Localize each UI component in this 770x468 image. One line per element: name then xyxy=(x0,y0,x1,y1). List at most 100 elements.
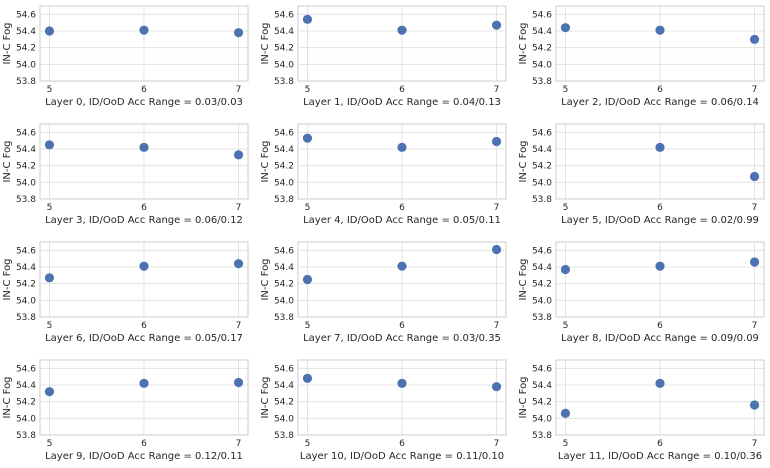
plot-frame xyxy=(555,5,765,82)
y-tick-label: 54.4 xyxy=(274,145,294,155)
y-tick-label: 53.8 xyxy=(532,313,552,323)
y-tick-label: 54.2 xyxy=(16,398,36,408)
data-point xyxy=(397,261,407,271)
data-point xyxy=(302,274,313,285)
data-point xyxy=(655,261,665,271)
y-axis-label: IN-C Fog xyxy=(518,258,529,300)
x-tick-label: 7 xyxy=(236,321,242,331)
x-tick-label: 7 xyxy=(494,439,500,449)
data-point xyxy=(139,378,149,388)
plot-frame xyxy=(39,123,249,200)
x-tick-label: 6 xyxy=(657,85,663,95)
y-tick-label: 54.6 xyxy=(274,10,294,20)
x-tick-label: 5 xyxy=(563,203,569,213)
y-axis-label: IN-C Fog xyxy=(2,22,13,64)
subplot-layer-11: 53.8 54.0 54.2 54.4 54.6 5 6 7 IN-C Fog Layer 11,… xyxy=(518,359,765,462)
y-tick-label: 54.0 xyxy=(274,60,294,70)
x-tick-label: 5 xyxy=(47,439,53,449)
x-tick-label: 6 xyxy=(141,203,147,213)
x-axis-label: Layer 8, ID/OoD Acc Range = 0.09/0.09 xyxy=(561,333,759,344)
x-axis-label: Layer 6, ID/OoD Acc Range = 0.05/0.17 xyxy=(45,333,243,344)
x-tick-label: 7 xyxy=(494,203,500,213)
x-tick-label: 6 xyxy=(141,321,147,331)
y-tick-label: 54.2 xyxy=(532,280,552,290)
y-tick-label: 54.6 xyxy=(274,364,294,374)
x-axis-label: Layer 1, ID/OoD Acc Range = 0.04/0.13 xyxy=(303,97,501,108)
plot-frame xyxy=(555,123,765,200)
y-tick-label: 54.0 xyxy=(274,296,294,306)
plot-frame xyxy=(39,5,249,82)
data-point xyxy=(44,140,55,150)
y-tick-label: 54.0 xyxy=(274,414,294,424)
y-tick-label: 54.6 xyxy=(16,364,36,374)
data-point xyxy=(233,28,244,38)
x-tick-label: 5 xyxy=(305,321,311,331)
x-axis-label: Layer 9, ID/OoD Acc Range = 0.12/0.11 xyxy=(45,451,243,462)
plot-frame xyxy=(39,241,249,318)
y-tick-label: 54.6 xyxy=(532,128,552,138)
x-tick-label: 6 xyxy=(399,85,405,95)
x-tick-label: 6 xyxy=(141,439,147,449)
y-axis-label: IN-C Fog xyxy=(260,140,271,182)
data-point xyxy=(655,25,665,35)
data-point xyxy=(749,34,760,44)
y-tick-label: 54.4 xyxy=(532,145,552,155)
y-axis-label: IN-C Fog xyxy=(2,140,13,182)
y-tick-label: 53.8 xyxy=(16,313,36,323)
y-tick-label: 54.0 xyxy=(16,296,36,306)
y-tick-label: 54.0 xyxy=(16,414,36,424)
y-tick-label: 54.2 xyxy=(274,398,294,408)
data-point xyxy=(233,259,244,269)
y-tick-label: 53.8 xyxy=(532,77,552,87)
data-point xyxy=(749,257,760,267)
y-tick-label: 54.6 xyxy=(532,246,552,256)
data-point xyxy=(560,23,571,33)
plot-frame xyxy=(297,5,507,82)
subplot-layer-6: 53.8 54.0 54.2 54.4 54.6 5 6 7 IN-C Fog Layer 6, … xyxy=(2,241,249,344)
y-axis-label: IN-C Fog xyxy=(518,376,529,418)
x-axis-label: Layer 4, ID/OoD Acc Range = 0.05/0.11 xyxy=(303,215,501,226)
subplot-layer-9: 53.8 54.0 54.2 54.4 54.6 5 6 7 IN-C Fog Layer 9, … xyxy=(2,359,249,462)
y-tick-label: 53.8 xyxy=(274,313,294,323)
y-tick-label: 53.8 xyxy=(532,195,552,205)
data-point xyxy=(491,136,502,147)
x-tick-label: 6 xyxy=(657,439,663,449)
data-point xyxy=(302,133,313,143)
y-tick-label: 54.4 xyxy=(274,381,294,391)
data-point xyxy=(233,150,244,160)
x-axis-label: Layer 11, ID/OoD Acc Range = 0.10/0.36 xyxy=(558,451,762,462)
subplot-layer-1: 53.8 54.0 54.2 54.4 54.6 5 6 7 IN-C Fog Layer 1, … xyxy=(260,5,507,108)
y-tick-label: 53.8 xyxy=(274,77,294,87)
data-point xyxy=(560,408,571,418)
y-tick-label: 54.4 xyxy=(532,381,552,391)
plot-frame xyxy=(297,241,507,318)
x-tick-label: 7 xyxy=(236,439,242,449)
x-tick-label: 7 xyxy=(236,203,242,213)
y-tick-label: 54.6 xyxy=(532,364,552,374)
y-axis-label: IN-C Fog xyxy=(2,258,13,300)
y-tick-label: 54.2 xyxy=(532,162,552,172)
y-tick-label: 54.0 xyxy=(16,178,36,188)
x-tick-label: 5 xyxy=(47,85,53,95)
data-point xyxy=(655,142,665,152)
x-axis-label: Layer 7, ID/OoD Acc Range = 0.03/0.35 xyxy=(303,333,501,344)
y-tick-label: 54.4 xyxy=(16,145,36,155)
y-tick-label: 54.4 xyxy=(274,263,294,273)
subplot-layer-0: 53.8 54.0 54.2 54.4 54.6 5 6 7 IN-C Fog Layer 0, … xyxy=(2,5,249,108)
y-axis-label: IN-C Fog xyxy=(260,258,271,300)
y-tick-label: 53.8 xyxy=(16,195,36,205)
x-tick-label: 5 xyxy=(47,321,53,331)
y-tick-label: 54.4 xyxy=(532,263,552,273)
x-tick-label: 6 xyxy=(399,321,405,331)
x-tick-label: 7 xyxy=(236,85,242,95)
x-tick-label: 7 xyxy=(494,321,500,331)
y-tick-label: 54.4 xyxy=(16,263,36,273)
subplot-layer-10: 53.8 54.0 54.2 54.4 54.6 5 6 7 IN-C Fog Layer 10,… xyxy=(260,359,507,462)
y-tick-label: 54.2 xyxy=(532,398,552,408)
x-tick-label: 7 xyxy=(752,321,758,331)
data-point xyxy=(491,382,502,392)
y-tick-label: 54.4 xyxy=(532,27,552,37)
y-tick-label: 54.6 xyxy=(16,246,36,256)
y-tick-label: 54.0 xyxy=(532,296,552,306)
y-tick-label: 54.6 xyxy=(274,246,294,256)
